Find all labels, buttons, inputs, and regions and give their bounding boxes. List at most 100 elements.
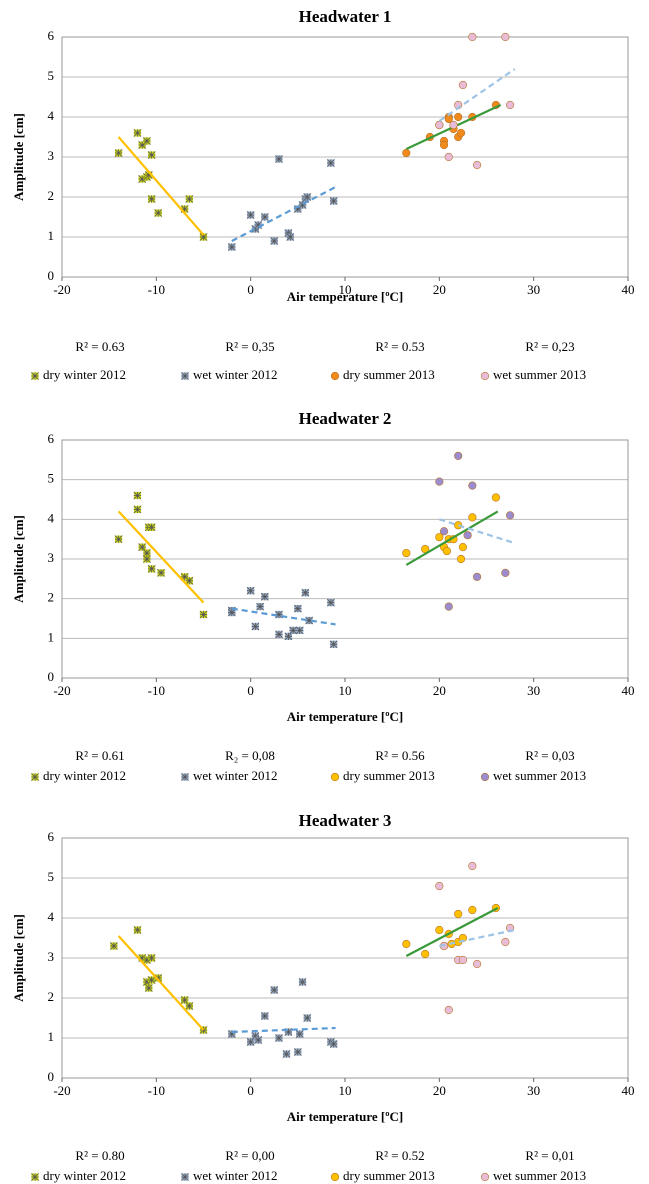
point bbox=[330, 772, 340, 782]
x-tick-label: 30 bbox=[527, 1083, 540, 1098]
x-tick-label: 20 bbox=[433, 282, 446, 297]
point bbox=[286, 233, 295, 241]
point bbox=[329, 1040, 338, 1048]
x-axis-label: Air temperature [ºC] bbox=[287, 1109, 403, 1124]
point bbox=[458, 955, 468, 965]
y-tick-label: 4 bbox=[48, 510, 55, 525]
point bbox=[254, 1036, 263, 1044]
trend-line bbox=[405, 907, 499, 957]
point bbox=[185, 576, 194, 585]
y-tick-label: 4 bbox=[48, 909, 55, 924]
x-tick-label: 30 bbox=[527, 683, 540, 698]
x-tick-label: 0 bbox=[247, 282, 254, 297]
point bbox=[444, 152, 453, 162]
point bbox=[180, 996, 189, 1004]
y-axis-label: Amplitude [cm] bbox=[11, 515, 26, 603]
legend-label: dry winter 2012 bbox=[43, 1168, 126, 1183]
point bbox=[435, 881, 444, 891]
x-tick-label: 20 bbox=[433, 1083, 446, 1098]
y-tick-label: 1 bbox=[48, 1029, 55, 1044]
x-axis-label: Air temperature [ºC] bbox=[287, 709, 403, 724]
point bbox=[402, 939, 411, 949]
r-squared: R² = 0,00 bbox=[225, 1148, 274, 1163]
point bbox=[329, 640, 338, 649]
point bbox=[181, 372, 189, 380]
point bbox=[31, 372, 39, 380]
y-tick-label: 5 bbox=[48, 68, 55, 83]
point bbox=[185, 195, 194, 203]
trend-line bbox=[439, 928, 516, 948]
y-tick-label: 4 bbox=[48, 108, 55, 123]
point bbox=[199, 233, 208, 241]
point bbox=[303, 1014, 312, 1022]
point bbox=[458, 542, 468, 552]
point bbox=[402, 148, 411, 158]
trend-line bbox=[117, 136, 205, 236]
legend-label: dry winter 2012 bbox=[43, 367, 126, 382]
r-squared: R² = 0.80 bbox=[75, 1148, 124, 1163]
point bbox=[293, 604, 302, 613]
point bbox=[275, 1034, 283, 1042]
trend-line bbox=[117, 935, 205, 1031]
y-tick-label: 2 bbox=[48, 590, 55, 605]
point bbox=[468, 32, 477, 42]
point bbox=[143, 555, 151, 563]
point bbox=[295, 626, 304, 635]
trend-line bbox=[405, 510, 499, 566]
legend-label: wet winter 2012 bbox=[193, 768, 277, 783]
point bbox=[143, 137, 151, 145]
point bbox=[147, 565, 156, 573]
point bbox=[147, 976, 156, 984]
point bbox=[480, 772, 490, 782]
point bbox=[330, 371, 340, 381]
point bbox=[472, 572, 482, 581]
point bbox=[133, 505, 142, 514]
point bbox=[421, 949, 430, 959]
y-tick-label: 1 bbox=[48, 629, 55, 644]
r-squared: R² = 0,01 bbox=[525, 1148, 574, 1163]
r-squared: R² = 0,35 bbox=[225, 339, 274, 354]
chart-title: Headwater 2 bbox=[299, 409, 392, 428]
point bbox=[147, 523, 156, 532]
point bbox=[227, 608, 236, 617]
point bbox=[114, 535, 123, 544]
r-squared: R² = 0.63 bbox=[75, 339, 124, 354]
point bbox=[133, 129, 142, 137]
point bbox=[435, 925, 444, 935]
point bbox=[301, 588, 310, 597]
chart-title: Headwater 3 bbox=[299, 811, 392, 830]
y-tick-label: 3 bbox=[48, 550, 55, 565]
y-tick-label: 6 bbox=[48, 829, 55, 844]
r-squared: R² = 0.53 bbox=[375, 339, 424, 354]
legend-label: dry summer 2013 bbox=[343, 367, 435, 382]
point bbox=[256, 602, 264, 611]
trend-line bbox=[439, 518, 516, 545]
point bbox=[293, 1048, 302, 1056]
trend-line bbox=[438, 68, 516, 122]
point bbox=[157, 569, 165, 577]
r-squared: R² = 0,23 bbox=[525, 339, 574, 354]
point bbox=[181, 773, 189, 781]
point bbox=[185, 1002, 194, 1010]
point bbox=[329, 197, 338, 205]
legend-label: dry winter 2012 bbox=[43, 768, 126, 783]
point bbox=[114, 149, 123, 157]
r-squared: R₂ = 0,08 bbox=[225, 748, 275, 763]
point bbox=[147, 954, 156, 962]
y-tick-label: 5 bbox=[48, 471, 55, 486]
point bbox=[480, 1172, 490, 1182]
point bbox=[454, 521, 463, 530]
point bbox=[270, 986, 279, 994]
trend-line bbox=[231, 1026, 336, 1034]
point bbox=[31, 1173, 39, 1181]
point bbox=[133, 926, 142, 934]
y-tick-label: 6 bbox=[48, 431, 55, 446]
y-tick-label: 3 bbox=[48, 949, 55, 964]
trend-line bbox=[231, 607, 336, 626]
point bbox=[326, 159, 335, 167]
legend-label: wet summer 2013 bbox=[493, 367, 586, 382]
point bbox=[246, 211, 255, 219]
trend-line bbox=[117, 510, 205, 604]
point bbox=[154, 209, 163, 217]
point bbox=[330, 1172, 340, 1182]
